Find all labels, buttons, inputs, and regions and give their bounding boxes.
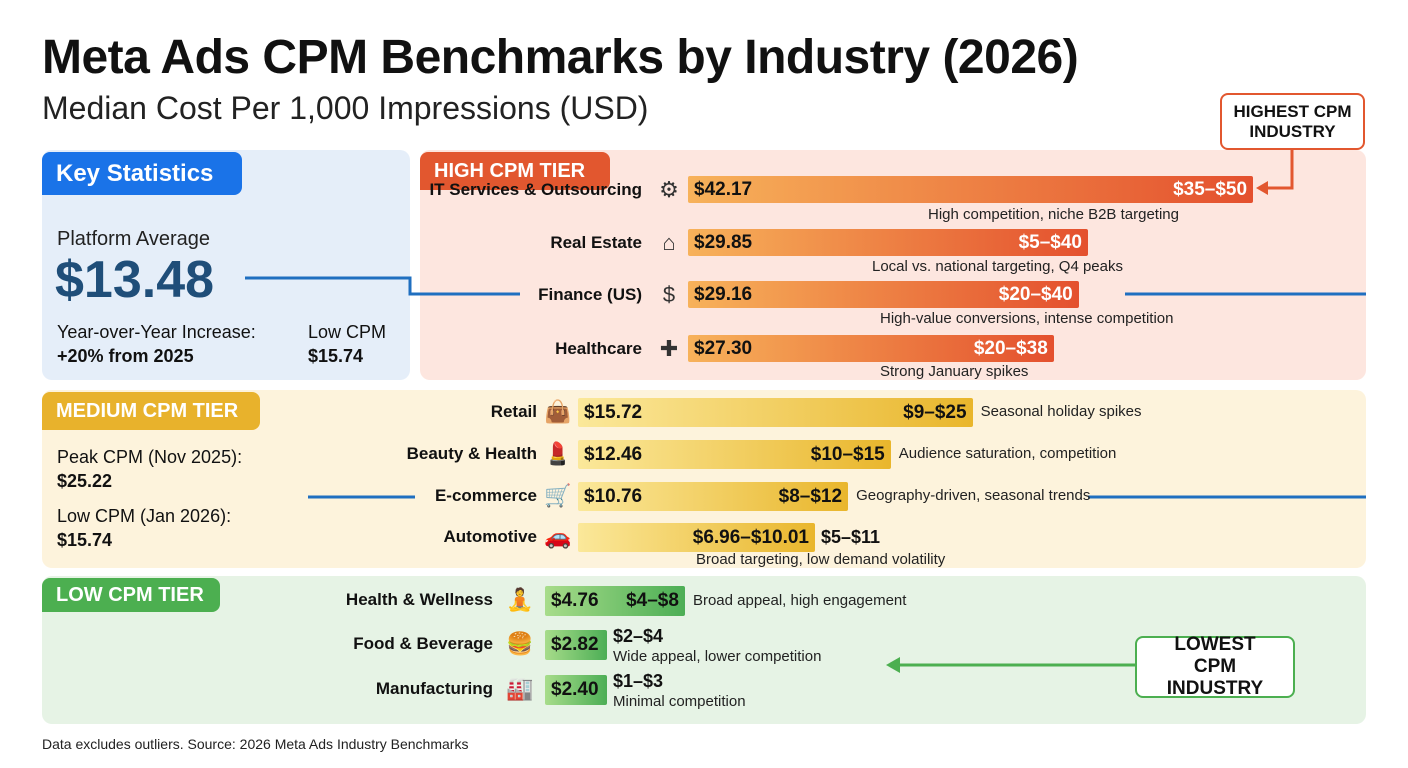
note-label: Local vs. national targeting, Q4 peaks — [872, 258, 1123, 275]
median-value: $6.96–$10.01 — [692, 526, 809, 548]
meditation-icon: 🧘 — [506, 587, 534, 612]
bar-median: $12.46 $10–$15 — [578, 440, 891, 469]
range-label: $1–$3 — [613, 671, 664, 691]
lipstick-leaf-icon: 💄 — [544, 441, 572, 466]
platform-average-value: $13.48 — [55, 251, 215, 309]
medical-cross-icon: ✚ — [659, 336, 679, 361]
median-value: $2.40 — [551, 679, 599, 700]
note-label: Broad appeal, high engagement — [692, 592, 907, 609]
median-value: $2.82 — [551, 634, 599, 655]
industry-label: Manufacturing — [375, 679, 493, 698]
key-statistics-badge: Key Statistics — [42, 152, 242, 195]
industry-label: Food & Beverage — [353, 634, 493, 653]
median-value: $42.17 — [694, 178, 753, 200]
low-tier-badge: LOW CPM TIER — [42, 578, 220, 612]
low-cpm-jan-label: Low CPM (Jan 2026): — [57, 506, 232, 526]
note-label: High-value conversions, intense competit… — [880, 310, 1174, 327]
highest-arrow-head — [1256, 181, 1268, 195]
cart-icon: 🛒 — [544, 483, 572, 508]
highest-cpm-callout: HIGHEST CPM INDUSTRY — [1220, 93, 1365, 150]
industry-label: Retail — [490, 402, 537, 421]
range-label: $5–$11 — [821, 527, 881, 547]
bar-median: $2.40 — [545, 675, 607, 705]
low-cpm-label: Low CPM — [308, 322, 387, 342]
gear-code-icon: ⚙ — [659, 177, 679, 202]
industry-label: Health & Wellness — [345, 590, 493, 609]
industry-label: Finance (US) — [538, 285, 642, 304]
low-cpm-value: $15.74 — [308, 346, 364, 366]
bar-median: $27.30 $20–$38 — [688, 335, 1054, 362]
median-value: $10.76 — [584, 485, 643, 507]
lowest-arrow-head — [886, 657, 900, 673]
page-title: Meta Ads CPM Benchmarks by Industry (202… — [42, 31, 1079, 84]
platform-average-connector — [245, 276, 520, 296]
note-label: Broad targeting, low demand volatility — [696, 551, 946, 568]
range-label: $35–$50 — [1173, 178, 1248, 200]
page-subtitle: Median Cost Per 1,000 Impressions (USD) — [42, 90, 649, 126]
peak-cpm-label: Peak CPM (Nov 2025): — [57, 447, 243, 467]
range-label: $8–$12 — [778, 485, 843, 507]
low-cpm-jan-value: $15.74 — [57, 530, 113, 550]
median-value: $12.46 — [584, 443, 643, 465]
bar-median: $15.72 $9–$25 — [578, 398, 973, 427]
factory-icon: 🏭 — [506, 676, 534, 701]
bar-median: $29.85 $5–$40 — [688, 229, 1088, 256]
industry-label: Beauty & Health — [406, 444, 537, 463]
industry-label: Real Estate — [550, 233, 642, 252]
burger-drink-icon: 🍔 — [506, 631, 534, 656]
note-label: High competition, niche B2B targeting — [928, 206, 1179, 223]
industry-label: Healthcare — [555, 339, 642, 358]
note-label: Audience saturation, competition — [898, 445, 1117, 462]
highest-arrow — [1266, 150, 1294, 190]
platform-average-label: Platform Average — [57, 228, 211, 250]
median-value: $4.76 — [551, 590, 599, 611]
range-label: $20–$40 — [998, 283, 1073, 305]
bar-median: $10.76 $8–$12 — [578, 482, 849, 511]
yoy-label: Year-over-Year Increase: — [57, 322, 256, 342]
medium-tier-badge: MEDIUM CPM TIER — [42, 392, 260, 430]
shopping-bag-icon: 👜 — [544, 399, 572, 424]
median-value: $29.16 — [694, 283, 753, 305]
note-label: Wide appeal, lower competition — [613, 648, 822, 665]
yoy-value: +20% from 2025 — [57, 346, 194, 366]
note-label: Minimal competition — [613, 693, 746, 710]
note-label: Seasonal holiday spikes — [980, 403, 1142, 420]
range-label: $4–$8 — [626, 590, 679, 611]
high-tier-badge: HIGH CPM TIER — [420, 152, 610, 190]
median-value: $27.30 — [694, 337, 753, 359]
industry-label: IT Services & Outsourcing — [429, 180, 642, 199]
range-label: $10–$15 — [810, 443, 885, 465]
bar-median: $29.16 $20–$40 — [688, 281, 1079, 308]
median-value: $29.85 — [694, 231, 753, 253]
note-label: Geography-driven, seasonal trends — [856, 487, 1091, 504]
range-label: $20–$38 — [973, 337, 1048, 359]
peak-cpm-value: $25.22 — [57, 471, 113, 491]
car-icon: 🚗 — [544, 524, 572, 549]
industry-label: E-commerce — [434, 486, 537, 505]
footer-source: Data excludes outliers. Source: 2026 Met… — [42, 736, 469, 752]
house-icon: ⌂ — [662, 230, 676, 255]
bar-median: $4.76 $4–$8 — [545, 586, 685, 616]
industry-label: Automotive — [443, 527, 538, 546]
median-value: $15.72 — [584, 401, 643, 423]
hand-coin-icon: $ — [662, 282, 676, 307]
range-label: $5–$40 — [1018, 231, 1082, 253]
bar-median: $42.17 $35–$50 — [688, 176, 1254, 203]
bar-median: $6.96–$10.01 — [578, 523, 815, 552]
bar-median: $2.82 — [545, 630, 607, 660]
note-label: Strong January spikes — [880, 363, 1029, 380]
range-label: $9–$25 — [903, 401, 967, 423]
range-label: $2–$4 — [613, 626, 664, 646]
lowest-cpm-callout: LOWEST CPM INDUSTRY — [1135, 634, 1295, 699]
